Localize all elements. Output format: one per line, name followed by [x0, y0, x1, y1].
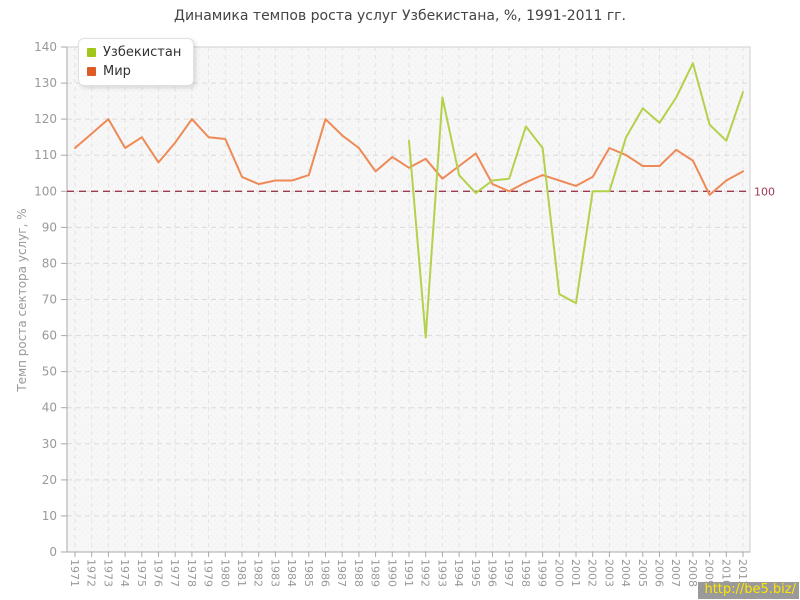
svg-text:2008: 2008: [686, 559, 699, 587]
svg-text:140: 140: [34, 40, 57, 54]
y-axis-ticks: [61, 46, 67, 553]
svg-text:2010: 2010: [719, 559, 732, 587]
svg-text:1987: 1987: [335, 559, 348, 587]
svg-text:2003: 2003: [602, 559, 615, 587]
svg-text:1974: 1974: [118, 559, 131, 587]
svg-text:2001: 2001: [569, 559, 582, 587]
svg-text:1978: 1978: [185, 559, 198, 587]
series-line-uzbekistan: [408, 62, 744, 339]
svg-text:1993: 1993: [435, 559, 448, 587]
svg-text:1998: 1998: [519, 559, 532, 587]
svg-text:1997: 1997: [502, 559, 515, 587]
svg-text:2002: 2002: [586, 559, 599, 587]
svg-text:1971: 1971: [68, 559, 81, 587]
svg-text:1977: 1977: [168, 559, 181, 587]
svg-text:1988: 1988: [352, 559, 365, 587]
svg-text:2006: 2006: [653, 559, 666, 587]
svg-text:1996: 1996: [486, 559, 499, 587]
svg-text:1973: 1973: [101, 559, 114, 587]
svg-text:1975: 1975: [135, 559, 148, 587]
legend: Узбекистан Мир: [78, 38, 195, 86]
svg-text:70: 70: [42, 293, 57, 307]
svg-text:110: 110: [34, 148, 57, 162]
svg-text:100: 100: [34, 184, 57, 198]
svg-text:90: 90: [42, 220, 57, 234]
watermark-link[interactable]: http://be5.biz/: [698, 582, 799, 599]
svg-text:130: 130: [34, 76, 57, 90]
svg-text:1985: 1985: [302, 559, 315, 587]
svg-text:30: 30: [42, 437, 57, 451]
svg-text:1991: 1991: [402, 559, 415, 587]
svg-text:1992: 1992: [419, 559, 432, 587]
svg-text:1995: 1995: [469, 559, 482, 587]
svg-text:1989: 1989: [369, 559, 382, 587]
svg-text:2007: 2007: [669, 559, 682, 587]
svg-text:60: 60: [42, 329, 57, 343]
baseline-100: 100: [67, 185, 775, 198]
svg-text:2009: 2009: [703, 559, 716, 587]
svg-text:1981: 1981: [235, 559, 248, 587]
svg-text:80: 80: [42, 256, 57, 270]
legend-label: Мир: [103, 64, 131, 79]
svg-text:1984: 1984: [285, 559, 298, 587]
svg-text:1980: 1980: [218, 559, 231, 587]
x-axis-ticks: [74, 552, 744, 557]
svg-text:2005: 2005: [636, 559, 649, 587]
legend-label: Узбекистан: [103, 45, 182, 60]
svg-text:40: 40: [42, 401, 57, 415]
svg-text:2011: 2011: [736, 559, 749, 587]
svg-text:1990: 1990: [385, 559, 398, 587]
svg-text:1983: 1983: [268, 559, 281, 587]
svg-text:1986: 1986: [319, 559, 332, 587]
svg-text:10: 10: [42, 509, 57, 523]
legend-item-world: Мир: [87, 64, 181, 79]
svg-text:1982: 1982: [252, 559, 265, 587]
chart-title: Динамика темпов роста услуг Узбекистана,…: [174, 8, 626, 24]
series-line-world: [74, 118, 744, 196]
svg-text:2000: 2000: [552, 559, 565, 587]
svg-text:1999: 1999: [536, 559, 549, 587]
svg-text:50: 50: [42, 365, 57, 379]
svg-text:1976: 1976: [152, 559, 165, 587]
legend-swatch-world: [87, 67, 96, 76]
x-axis-labels: 1971 1972 1973 1974 1975 1976 1977 1978 1979 1980…: [68, 559, 749, 587]
baseline-label: 100: [754, 185, 775, 198]
svg-text:1972: 1972: [85, 559, 98, 587]
svg-text:2004: 2004: [619, 559, 632, 587]
svg-text:120: 120: [34, 112, 57, 126]
y-axis-title: Темп роста сектора услуг, %: [15, 208, 29, 392]
y-axis-labels: 0 10 20 30 40 50 60 70 80 90 100 110 120 130 140: [34, 40, 57, 559]
svg-text:1979: 1979: [202, 559, 215, 587]
legend-item-uzbekistan: Узбекистан: [87, 45, 181, 60]
legend-swatch-uzbekistan: [87, 48, 96, 57]
svg-text:20: 20: [42, 473, 57, 487]
svg-text:1994: 1994: [452, 559, 465, 587]
svg-text:0: 0: [49, 545, 57, 559]
